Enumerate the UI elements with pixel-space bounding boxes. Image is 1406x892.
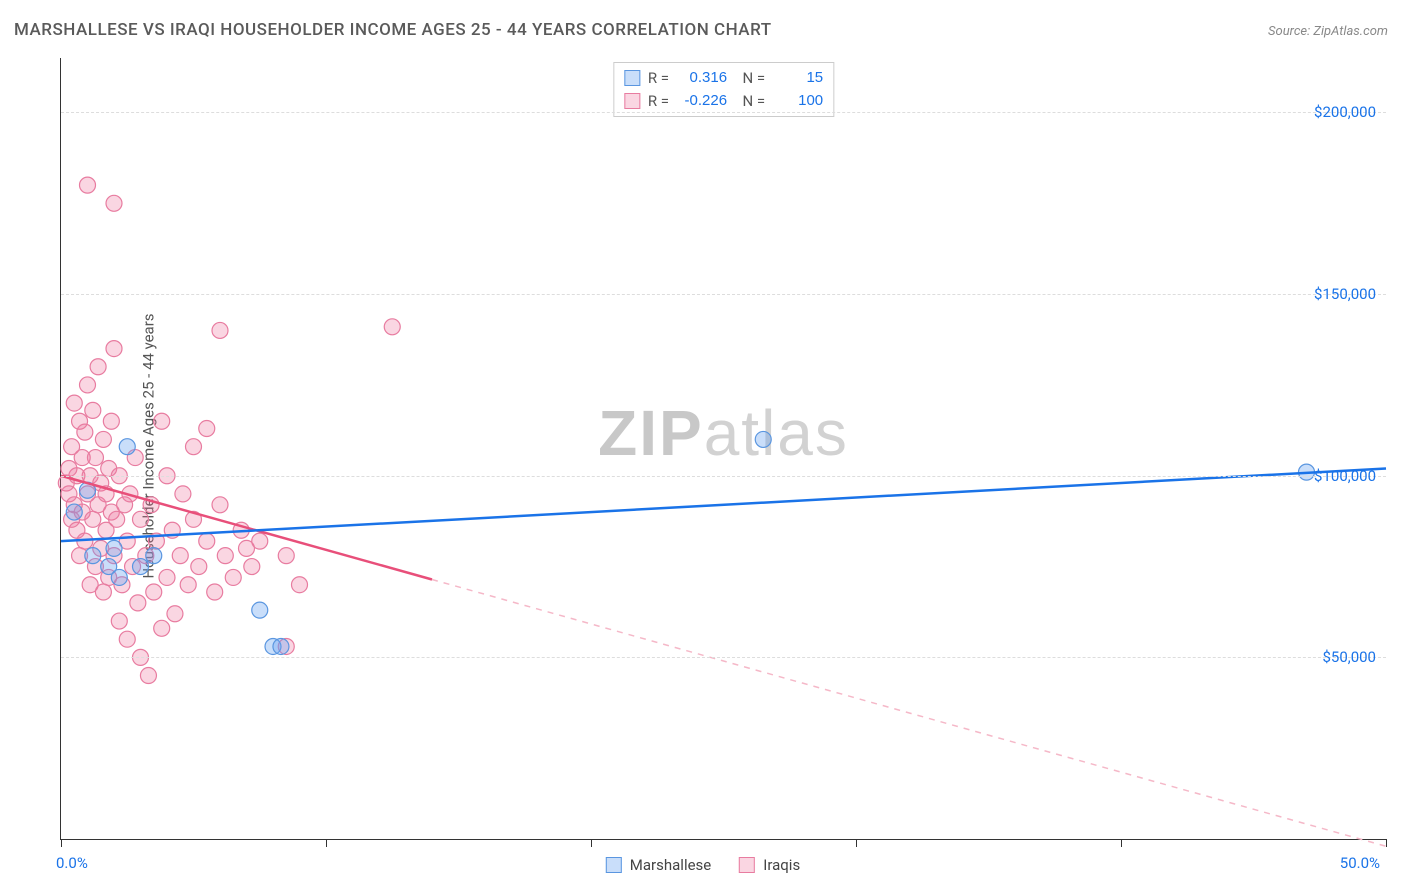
chart-title: MARSHALLESE VS IRAQI HOUSEHOLDER INCOME … bbox=[14, 20, 772, 40]
legend-label-2: Iraqis bbox=[763, 856, 800, 874]
scatter-plot-svg bbox=[61, 58, 1386, 839]
x-tick bbox=[1121, 839, 1122, 847]
x-tick bbox=[591, 839, 592, 847]
legend-swatch-1 bbox=[606, 857, 622, 873]
chart-plot-area: ZIPatlas R = 0.316 N = 15 R = -0.226 N =… bbox=[60, 58, 1386, 840]
chart-legend: Marshallese Iraqis bbox=[606, 856, 800, 874]
gridline bbox=[61, 657, 1386, 658]
y-tick-label: $50,000 bbox=[1322, 648, 1376, 666]
legend-label-1: Marshallese bbox=[630, 856, 711, 874]
legend-swatch-2 bbox=[739, 857, 755, 873]
x-tick bbox=[61, 839, 62, 847]
gridline bbox=[61, 112, 1386, 113]
legend-item-2: Iraqis bbox=[739, 856, 800, 874]
x-tick bbox=[856, 839, 857, 847]
x-axis-max-label: 50.0% bbox=[1340, 854, 1380, 872]
x-axis-min-label: 0.0% bbox=[56, 854, 88, 872]
source-attribution: Source: ZipAtlas.com bbox=[1268, 24, 1388, 39]
gridline bbox=[61, 476, 1386, 477]
x-tick bbox=[326, 839, 327, 847]
y-tick-label: $100,000 bbox=[1314, 467, 1376, 485]
legend-item-1: Marshallese bbox=[606, 856, 711, 874]
x-tick bbox=[1386, 839, 1387, 847]
gridline bbox=[61, 294, 1386, 295]
y-tick-label: $150,000 bbox=[1314, 285, 1376, 303]
y-tick-label: $200,000 bbox=[1314, 103, 1376, 121]
